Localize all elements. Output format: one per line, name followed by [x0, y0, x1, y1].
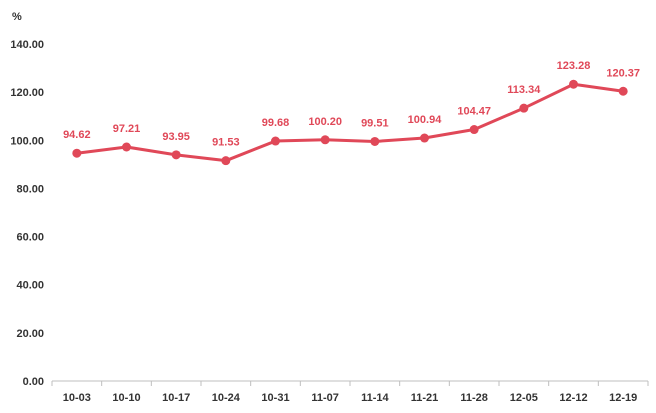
y-axis-ticks: 0.00 20.00 40.00 60.00 80.00 100.00 120.00 140.… [10, 39, 44, 388]
data-label: 93.95 [162, 131, 190, 143]
data-label: 91.53 [212, 137, 240, 149]
data-label: 113.34 [507, 84, 541, 96]
data-label: 97.21 [113, 123, 141, 135]
y-tick-label: 120.00 [10, 87, 44, 99]
data-label: 100.20 [308, 116, 342, 128]
data-label: 99.51 [361, 117, 389, 129]
data-point [569, 79, 578, 89]
x-axis-ticks: 10-03 10-10 10-17 10-24 10-31 11-07 11-14 11-21… [51, 381, 649, 404]
data-point [221, 156, 231, 166]
y-tick-label: 0.00 [23, 376, 44, 388]
series-line [75, 82, 625, 163]
data-label: 100.94 [408, 114, 443, 126]
series-group: 94.62 97.21 93.95 91.53 99.68 100.20 99.51 100.… [63, 60, 640, 166]
data-label: 123.28 [557, 60, 591, 72]
x-tick-label: 12-12 [559, 392, 587, 404]
y-tick-label: 40.00 [16, 280, 44, 292]
x-tick-label: 10-10 [112, 392, 140, 404]
data-point [420, 133, 429, 143]
x-tick-label: 12-05 [510, 392, 538, 404]
y-tick-label: 140.00 [10, 39, 44, 51]
x-tick-label: 11-14 [361, 392, 389, 404]
x-tick-label: 10-24 [212, 392, 241, 404]
y-tick-label: 60.00 [16, 232, 44, 244]
data-label: 94.62 [63, 129, 91, 141]
data-label: 99.68 [262, 117, 290, 129]
y-axis-unit-label: % [12, 11, 22, 23]
data-point [370, 136, 380, 146]
data-point [618, 86, 628, 96]
x-tick-label: 10-31 [261, 392, 289, 404]
data-point [469, 125, 479, 135]
y-tick-label: 100.00 [10, 135, 44, 147]
x-tick-label: 11-28 [460, 392, 488, 404]
data-point [320, 135, 330, 145]
x-tick-label: 11-21 [411, 392, 439, 404]
x-tick-label: 10-17 [162, 392, 190, 404]
data-point [519, 103, 529, 113]
data-point [171, 150, 181, 160]
data-point [122, 142, 131, 152]
data-label: 120.37 [606, 67, 640, 79]
x-tick-label: 10-03 [63, 392, 91, 404]
y-tick-label: 20.00 [16, 328, 44, 340]
x-tick-label: 12-19 [609, 392, 637, 404]
data-label: 104.47 [457, 106, 491, 118]
data-point [271, 136, 280, 146]
y-tick-label: 80.00 [16, 183, 44, 195]
data-point [72, 148, 82, 158]
x-tick-label: 11-07 [311, 392, 339, 404]
